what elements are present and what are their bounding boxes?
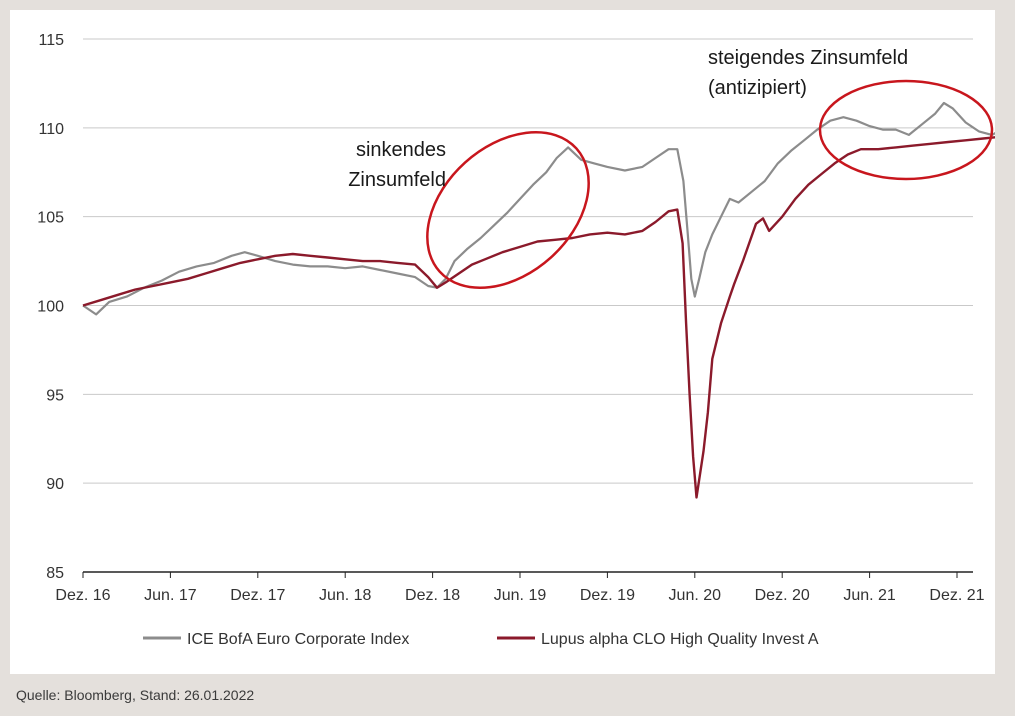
series-line-1 bbox=[82, 101, 995, 316]
highlight-ellipses bbox=[426, 79, 994, 290]
x-tick-label: Jun. 21 bbox=[843, 587, 896, 604]
annotation-text: Zinsumfeld bbox=[348, 169, 446, 191]
x-tick-label: Jun. 18 bbox=[319, 587, 372, 604]
x-tick-label: Jun. 20 bbox=[669, 587, 722, 604]
highlight-ellipse-2 bbox=[818, 79, 994, 181]
x-tick-label: Dez. 21 bbox=[929, 587, 984, 604]
y-tick-label: 85 bbox=[46, 565, 64, 582]
x-tick-label: Dez. 19 bbox=[580, 587, 635, 604]
y-tick-label: 95 bbox=[46, 387, 64, 404]
legend: ICE BofA Euro Corporate Index Lupus alpha… bbox=[143, 631, 819, 648]
y-tick-label: 100 bbox=[37, 299, 64, 316]
annotation-text: steigendes Zinsumfeld bbox=[708, 47, 908, 69]
chart-panel: 85 90 95 100 105 110 115 Dez. 16 Jun. 17 Dez. 17… bbox=[10, 10, 995, 674]
legend-label-1: ICE BofA Euro Corporate Index bbox=[187, 631, 409, 648]
x-axis: Dez. 16 Jun. 17 Dez. 17 Jun. 18 Dez. 18 Jun. … bbox=[55, 572, 985, 604]
y-tick-label: 110 bbox=[38, 121, 64, 138]
y-tick-label: 105 bbox=[37, 210, 64, 227]
y-tick-label: 115 bbox=[38, 32, 64, 49]
x-tick-label: Jun. 19 bbox=[494, 587, 547, 604]
annotation-text: sinkendes bbox=[356, 139, 446, 161]
line-chart: 85 90 95 100 105 110 115 Dez. 16 Jun. 17 Dez. 17… bbox=[37, 32, 995, 648]
x-tick-label: Dez. 20 bbox=[755, 587, 810, 604]
series-lines bbox=[82, 101, 995, 499]
annotations: sinkendes Zinsumfeld steigendes Zinsumfeld… bbox=[348, 47, 908, 191]
source-note: Quelle: Bloomberg, Stand: 26.01.2022 bbox=[16, 687, 255, 703]
y-axis-ticks: 85 90 95 100 105 110 115 bbox=[37, 32, 64, 582]
y-tick-label: 90 bbox=[46, 476, 64, 493]
legend-label-2: Lupus alpha CLO High Quality Invest A bbox=[541, 631, 819, 648]
highlight-ellipse-1 bbox=[426, 130, 590, 290]
annotation-text: (antizipiert) bbox=[708, 77, 807, 99]
x-tick-label: Dez. 18 bbox=[405, 587, 460, 604]
x-tick-label: Dez. 16 bbox=[55, 587, 110, 604]
gridlines bbox=[83, 38, 973, 573]
series-line-2 bbox=[82, 136, 995, 499]
x-tick-label: Jun. 17 bbox=[144, 587, 197, 604]
x-tick-label: Dez. 17 bbox=[230, 587, 285, 604]
